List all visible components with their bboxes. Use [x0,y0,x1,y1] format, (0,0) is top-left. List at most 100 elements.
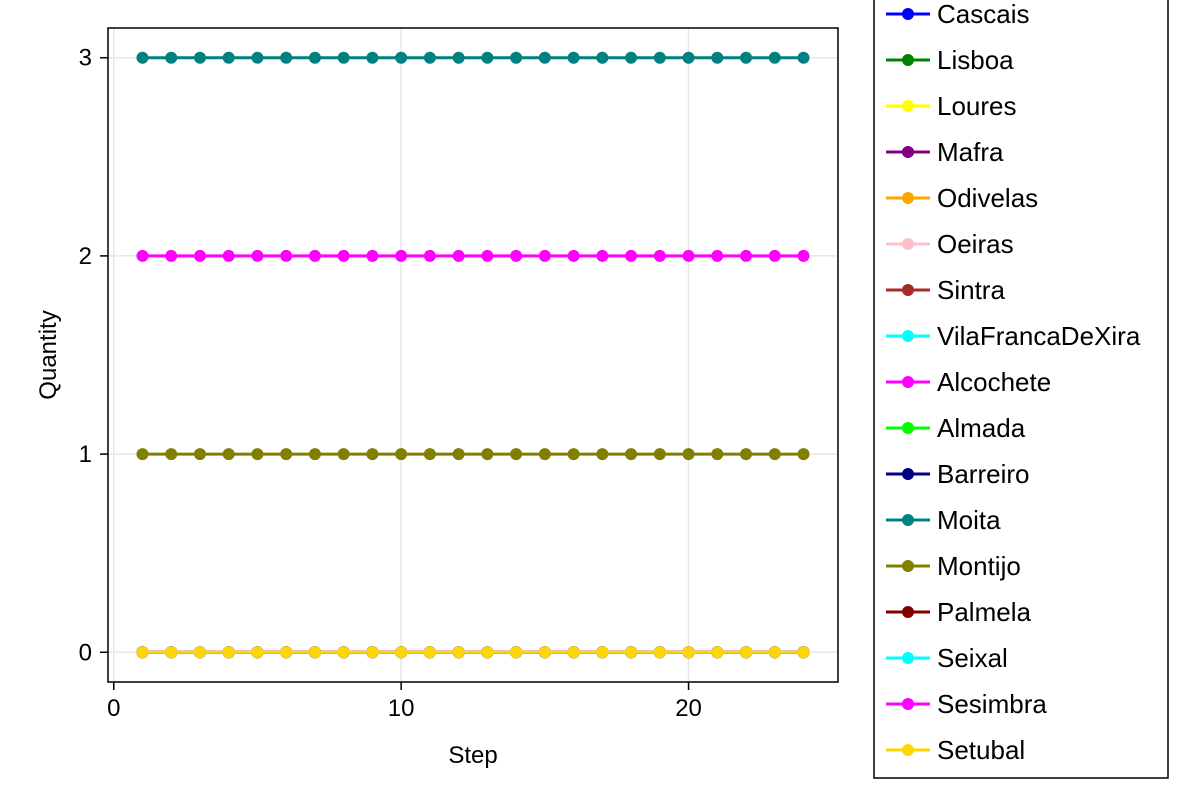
data-point [308,249,321,262]
data-point [136,249,149,262]
legend-item: Lisboa [886,45,1014,75]
data-point [251,51,264,64]
data-point [768,448,781,461]
data-point [366,646,379,659]
legend-swatch-marker [902,284,914,296]
data-point [625,249,638,262]
legend-swatch-marker [902,54,914,66]
data-point [682,51,695,64]
data-point [797,448,810,461]
x-tick-label: 10 [388,695,415,722]
data-point [308,51,321,64]
data-point [280,448,293,461]
data-point [308,646,321,659]
data-point [222,448,235,461]
data-point [280,51,293,64]
data-point [481,448,494,461]
series-moita [136,51,810,64]
legend-swatch-marker [902,376,914,388]
data-point [682,448,695,461]
data-point [251,448,264,461]
data-point [280,249,293,262]
legend-item: Mafra [886,137,1004,167]
legend-item: Oeiras [886,229,1014,259]
legend-item: Odivelas [886,183,1038,213]
data-point [797,249,810,262]
data-point [510,646,523,659]
y-tick-label: 2 [79,243,92,270]
data-point [596,249,609,262]
axes: 0 10 20 0 1 2 3 [79,45,702,722]
legend-item: Setubal [886,735,1025,765]
data-point [740,646,753,659]
legend-item: Seixal [886,643,1008,673]
data-point [337,51,350,64]
data-point [165,448,178,461]
data-point [768,249,781,262]
legend-label: Cascais [937,0,1029,29]
plot-frame [107,27,839,683]
data-point [395,51,408,64]
y-tick-label: 3 [79,45,92,72]
grid-lines [108,28,838,682]
legend-label: Palmela [937,597,1031,627]
data-point [510,51,523,64]
y-tick-label: 0 [79,639,92,666]
legend-label: Montijo [937,551,1021,581]
legend-label: Moita [937,505,1001,535]
legend-label: Alcochete [937,367,1051,397]
legend-swatch-marker [902,514,914,526]
data-point [337,249,350,262]
data-point [768,51,781,64]
legend-swatch-marker [902,100,914,112]
data-point [395,249,408,262]
data-point [452,51,465,64]
data-point [653,51,666,64]
data-point [740,448,753,461]
legend-swatch-marker [902,744,914,756]
legend-swatch-marker [902,606,914,618]
data-point [682,646,695,659]
legend: Cascais Lisboa Loures Mafra Odivelas Oeiras Si… [873,0,1169,779]
legend-item: Sesimbra [886,689,1047,719]
data-point [625,646,638,659]
legend-swatch-marker [902,238,914,250]
data-point [625,51,638,64]
data-point [510,249,523,262]
legend-swatch-marker [902,422,914,434]
data-point [653,646,666,659]
data-point [567,646,580,659]
data-point [711,646,724,659]
data-point [740,51,753,64]
data-point [366,249,379,262]
data-point [538,646,551,659]
data-point [481,51,494,64]
data-point [280,646,293,659]
data-point [193,51,206,64]
data-point [596,51,609,64]
data-point [222,646,235,659]
legend-item: Almada [886,413,1026,443]
data-point [711,448,724,461]
data-point [596,448,609,461]
data-point [596,646,609,659]
series-setubal [136,646,810,659]
legend-swatch-marker [902,146,914,158]
data-point [452,249,465,262]
x-axis-label: Step [448,742,497,769]
legend-item: Barreiro [886,459,1029,489]
legend-item: Palmela [886,597,1031,627]
data-point [423,448,436,461]
data-point [452,448,465,461]
data-point [222,51,235,64]
legend-swatch-marker [902,560,914,572]
data-point [567,249,580,262]
legend-label: Odivelas [937,183,1038,213]
data-point [653,249,666,262]
legend-label: VilaFrancaDeXira [937,321,1141,351]
data-point [136,646,149,659]
data-point [481,646,494,659]
data-point [136,51,149,64]
series-montijo [136,448,810,461]
